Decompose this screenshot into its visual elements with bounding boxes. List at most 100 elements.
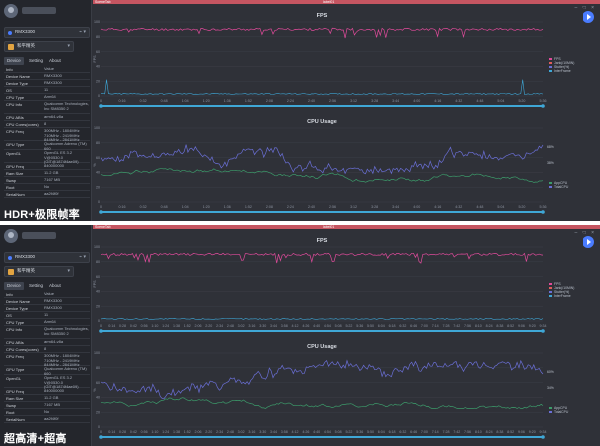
legend-swatch: [549, 291, 552, 293]
legend-label: Stutter(%): [554, 290, 569, 294]
scrollbar-handle-left: [99, 210, 103, 214]
sidebar: RMX3300 ⌁ ▾ 和平精英 ▾ Device Setting About …: [0, 0, 92, 221]
info-key: OpenGL: [6, 151, 22, 156]
x-tick-label: 0:56: [141, 324, 148, 328]
user-row[interactable]: [4, 4, 90, 20]
x-tick-label: 7:42: [453, 324, 460, 328]
info-key: CPU Type: [6, 95, 25, 100]
x-tick-label: 7:42: [453, 430, 460, 434]
x-tick-label: 0:32: [140, 205, 147, 209]
x-tick-label: 4:16: [434, 205, 441, 209]
chart-title: CPU Usage: [307, 344, 337, 350]
chart-title: FPS: [317, 13, 328, 19]
info-key: Device Type: [6, 81, 28, 86]
y-axis-label: %: [93, 388, 97, 392]
info-value: 7167 MB: [44, 177, 61, 182]
play-record-button[interactable]: [582, 11, 594, 23]
x-tick-label: 1:52: [245, 205, 252, 209]
chart-bg: [93, 114, 583, 218]
x-tick-label: 7:00: [421, 324, 428, 328]
user-row[interactable]: [4, 229, 90, 245]
info-key: Device Type: [6, 306, 28, 311]
x-tick-label: 5:22: [345, 430, 352, 434]
x-tick-label: 1:36: [224, 205, 231, 209]
x-tick-label: 8:38: [496, 324, 503, 328]
scrollbar-handle-right: [541, 329, 545, 333]
tab-device[interactable]: Device: [4, 282, 24, 290]
info-row: GPU Freq 840000000: [4, 388, 90, 395]
info-value: No: [44, 409, 50, 414]
x-tick-label: 5:36: [356, 324, 363, 328]
x-tick-label: 1:24: [162, 430, 169, 434]
x-tick-label: 7:14: [432, 324, 439, 328]
chevron-down-icon[interactable]: ▾: [67, 268, 70, 274]
x-tick-label: 7:00: [421, 430, 428, 434]
device-select[interactable]: RMX3300 ⌁ ▾: [4, 252, 90, 263]
x-tick-label: 0:56: [141, 430, 148, 434]
legend-label: TotalCPU: [554, 410, 569, 414]
y-tick-label: 0: [98, 319, 100, 323]
info-key: Ram Size: [6, 396, 24, 401]
x-tick-label: 0: [100, 99, 102, 103]
info-value: OpenGL ES 3.2 V@0530.0 (GIT@1874f4ae09): [44, 375, 79, 390]
info-key: GPU Freq: [6, 389, 25, 394]
tab-about[interactable]: About: [49, 283, 61, 288]
x-tick-label: 8:24: [486, 324, 493, 328]
info-row: OpenGL OpenGL ES 3.2 V@0530.0 (GIT@1874f4…: [4, 375, 90, 390]
info-key: GPU Freq: [6, 164, 25, 169]
wifi-icon[interactable]: ⌁ ▾: [79, 29, 86, 35]
info-row: Root No: [4, 409, 90, 416]
legend-label: FPS: [554, 57, 561, 61]
x-tick-label: 7:28: [442, 430, 449, 434]
fps-chart: FPS 100 80 60 40 20 0 FPS 0 0:16 0:32 0:48 1:04 1:20 1…: [93, 8, 583, 112]
info-row: Swap 7167 MB: [4, 402, 90, 409]
scene-tab-bar[interactable]: SceneTab label01: [93, 225, 600, 229]
timeline-scrollbar: [101, 105, 543, 107]
chart-title: CPU Usage: [307, 119, 337, 125]
scene-label[interactable]: label01: [323, 0, 335, 4]
scene-label[interactable]: label01: [323, 225, 335, 229]
window-controls[interactable]: – □ ×: [574, 5, 596, 11]
chevron-down-icon[interactable]: ▾: [67, 43, 70, 49]
scene-tab-bar[interactable]: SceneTab label01: [93, 0, 600, 4]
x-tick-label: 5:08: [335, 324, 342, 328]
x-tick-label: 9:20: [529, 430, 536, 434]
legend-label: TotalCPU: [554, 185, 569, 189]
fps-series-line: [100, 252, 544, 264]
legend-swatch: [549, 66, 552, 68]
info-key: GPU Type: [6, 142, 25, 147]
tab-setting[interactable]: Setting: [29, 58, 44, 63]
x-tick-label: 4:54: [324, 430, 331, 434]
tab-about[interactable]: About: [49, 58, 61, 63]
tab-device[interactable]: Device: [4, 57, 24, 65]
x-tick-label: 0: [100, 324, 102, 328]
x-tick-label: 1:10: [151, 324, 158, 328]
app-select[interactable]: 和平精英 ▾: [4, 41, 74, 52]
y-tick-label: 80: [96, 366, 100, 370]
info-key: CPU Freq: [6, 354, 24, 359]
legend-label: Jank(/10MIN): [554, 286, 574, 290]
x-tick-label: 3:16: [248, 430, 255, 434]
legend-label: InterFrame: [554, 294, 571, 298]
tab-setting[interactable]: Setting: [29, 283, 44, 288]
device-select[interactable]: RMX3300 ⌁ ▾: [4, 27, 90, 38]
x-tick-label: 7:56: [464, 430, 471, 434]
window-controls[interactable]: – □ ×: [574, 230, 596, 236]
info-row: CPU Cores(cores) 8: [4, 346, 90, 353]
info-value: Qualcomm Technologies, Inc SM8350 2: [44, 101, 89, 111]
y-tick-label: 40: [96, 65, 100, 69]
avatar[interactable]: [4, 229, 18, 243]
x-tick-label: 1:36: [224, 99, 231, 103]
x-tick-label: 1:24: [162, 324, 169, 328]
avatar[interactable]: [4, 4, 18, 18]
app-select[interactable]: 和平精英 ▾: [4, 266, 74, 277]
wifi-icon[interactable]: ⌁ ▾: [79, 254, 86, 260]
x-tick-label: 5:36: [540, 205, 547, 209]
y-tick-label: 40: [96, 290, 100, 294]
x-tick-label: 0:42: [130, 324, 137, 328]
info-value: arm64-v8a: [44, 339, 64, 344]
legend-swatch: [549, 411, 552, 413]
y-tick-label: 60: [96, 381, 100, 385]
play-record-button[interactable]: [582, 236, 594, 248]
x-tick-label: 1:10: [151, 430, 158, 434]
